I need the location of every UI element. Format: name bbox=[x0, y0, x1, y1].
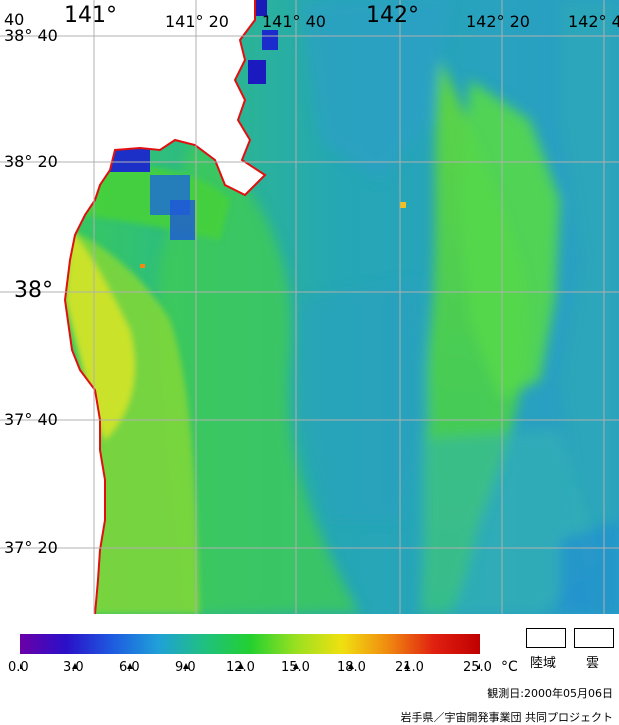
lon-label-141-40: 141° 40 bbox=[262, 12, 326, 31]
lat-label-38-40: 38° 40 bbox=[4, 26, 58, 45]
credit-text: 岩手県／宇宙開発事業団 共同プロジェクト bbox=[400, 711, 614, 724]
colorbar-tick-marks bbox=[17, 654, 483, 669]
cloud-key-swatch bbox=[574, 628, 614, 648]
land-key-swatch bbox=[526, 628, 566, 648]
colorbar-tick: 25.0 bbox=[463, 660, 492, 675]
cold-water-patches bbox=[110, 0, 406, 268]
temperature-colorbar bbox=[20, 634, 480, 654]
observation-date: 観測日:2000年05月06日 bbox=[487, 687, 613, 700]
cloud-key-label: 雲 bbox=[586, 656, 600, 671]
corner-label: 40 bbox=[4, 10, 25, 29]
colorbar-unit: °C bbox=[501, 659, 518, 675]
lon-label-141-20: 141° 20 bbox=[165, 12, 229, 31]
lat-label-37-20: 37° 20 bbox=[4, 538, 58, 557]
sst-map-canvas bbox=[0, 0, 619, 614]
lon-label-142-20: 142° 20 bbox=[466, 12, 530, 31]
sst-map: 40 141° 141° 20 141° 40 142° 142° 20 142… bbox=[0, 0, 619, 614]
colorbar-tick: 21.0 bbox=[395, 660, 424, 675]
lat-label-37-40: 37° 40 bbox=[4, 410, 58, 429]
coastline bbox=[63, 0, 267, 614]
land-key-label: 陸域 bbox=[530, 656, 557, 671]
land-area bbox=[0, 0, 265, 614]
lat-label-38: 38° bbox=[14, 278, 53, 303]
graticule bbox=[0, 0, 619, 614]
lat-label-38-20: 38° 20 bbox=[4, 152, 58, 171]
lon-label-141: 141° bbox=[64, 3, 117, 28]
lon-label-142: 142° bbox=[366, 3, 419, 28]
sst-pattern bbox=[157, 0, 619, 614]
lon-label-142-40: 142° 4 bbox=[568, 12, 619, 31]
colorbar-tick: 0.0 bbox=[8, 660, 29, 675]
